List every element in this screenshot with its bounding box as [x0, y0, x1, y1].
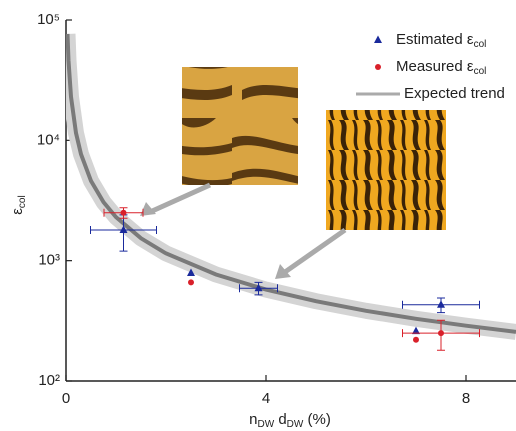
legend-label-main: Estimated ε [396, 31, 474, 48]
data-point [187, 268, 195, 276]
y-axis-label: εcol [9, 195, 28, 214]
data-point [119, 225, 128, 233]
legend-marker [375, 64, 381, 70]
y-tick-label: 10³ [38, 252, 60, 269]
arrow [148, 182, 212, 215]
x-tick-label: 0 [62, 390, 70, 407]
arrow [283, 227, 347, 275]
legend-marker [374, 35, 382, 43]
legend-label: Expected trend [404, 85, 505, 102]
data-point [413, 336, 419, 343]
plot-area [66, 33, 516, 351]
legend-label-sub: col [474, 39, 487, 50]
y-label-sub: col [17, 195, 28, 208]
inset-1 [140, 67, 298, 216]
data-point [438, 330, 444, 337]
y-tick-label: 10⁵ [37, 11, 60, 28]
inset-2 [275, 110, 446, 279]
data-point [120, 209, 127, 216]
arrowhead [275, 264, 291, 279]
data-point [188, 279, 194, 286]
y-tick-label: 10² [38, 372, 60, 389]
inset-image [182, 67, 298, 185]
legend-label: Estimated εcol [396, 31, 486, 50]
arrowhead [140, 202, 156, 216]
x-label-sub: DW [257, 419, 274, 430]
x-label-main: n [249, 411, 257, 428]
legend-label-sub: col [474, 66, 487, 77]
x-label-main: (%) [303, 411, 331, 428]
legend-label-main: Measured ε [396, 58, 474, 75]
data-point [412, 326, 420, 335]
x-axis-label: nDW dDW (%) [249, 411, 331, 430]
y-label-main: ε [9, 208, 26, 215]
legend-label-main: Expected trend [404, 85, 505, 102]
inset-image [326, 110, 446, 230]
x-label-main: d [274, 411, 287, 428]
data-point [254, 283, 263, 292]
trend-line [66, 33, 516, 334]
data-point [437, 300, 445, 308]
legend-label: Measured εcol [396, 58, 486, 77]
x-label-sub: DW [287, 419, 304, 430]
x-tick-label: 4 [262, 390, 270, 407]
x-tick-label: 8 [462, 390, 470, 407]
y-tick-label: 10⁴ [37, 131, 60, 148]
